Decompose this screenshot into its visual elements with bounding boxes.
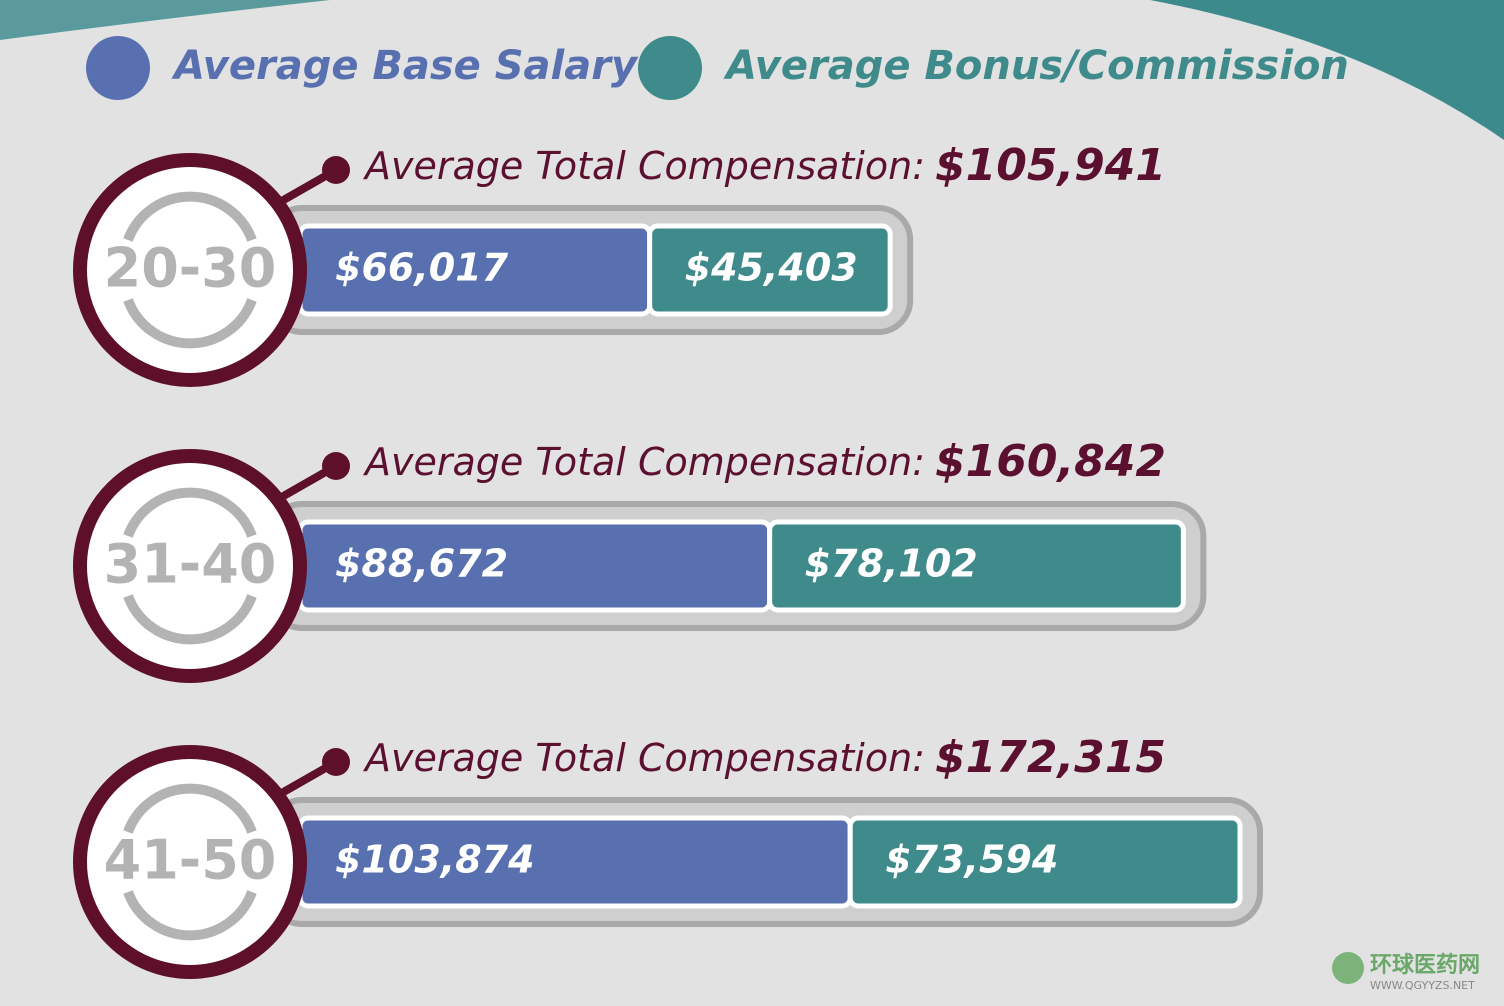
bar-segment (767, 519, 1186, 613)
category-label: 41-50 (104, 829, 277, 892)
value-label: $66,017 (335, 246, 509, 290)
legend-label: Average Bonus/Commission (723, 43, 1349, 89)
category-label: 20-30 (104, 237, 277, 300)
legend-label: Average Base Salary (171, 43, 639, 89)
badge-ring (123, 191, 257, 242)
value-label: $78,102 (805, 542, 978, 586)
value-label: $103,874 (335, 838, 535, 882)
total-title-text: Average Total Compensation: (362, 144, 925, 188)
category-label: 31-40 (104, 533, 277, 596)
connector-dot (322, 156, 350, 184)
badge (73, 449, 307, 683)
total-value: $105,941 (935, 140, 1166, 191)
decoration (1150, 0, 1504, 140)
total-value: $160,842 (935, 436, 1166, 487)
bar-segment (647, 223, 893, 317)
total-title: Average Total Compensation: $160,842 (362, 436, 1166, 487)
watermark-url: WWW.QGYYZS.NET (1370, 979, 1475, 992)
watermark-icon (1332, 952, 1364, 984)
legend-swatch (86, 36, 150, 100)
badge-ring (123, 783, 257, 834)
connector-dot (322, 748, 350, 776)
value-label: $88,672 (335, 542, 508, 586)
badge (73, 745, 307, 979)
value-label: $73,594 (885, 838, 1058, 882)
total-title: Average Total Compensation: $105,941 (362, 140, 1166, 191)
total-title: Average Total Compensation: $172,315 (362, 732, 1166, 783)
value-label: $45,403 (685, 246, 858, 290)
total-title-text: Average Total Compensation: (362, 736, 925, 780)
badge-ring (123, 890, 257, 941)
total-title-text: Average Total Compensation: (362, 440, 925, 484)
bar-segment (847, 815, 1243, 909)
watermark-title: 环球医药网 (1370, 953, 1480, 978)
badge-ring (123, 298, 257, 349)
badge-ring (123, 487, 257, 538)
legend-swatch (638, 36, 702, 100)
total-value: $172,315 (935, 732, 1166, 783)
decoration (0, 0, 330, 40)
watermark: 环球医药网 WWW.QGYYZS.NET (1332, 952, 1480, 992)
badge-ring (123, 594, 257, 645)
connector-dot (322, 452, 350, 480)
badge (73, 153, 307, 387)
